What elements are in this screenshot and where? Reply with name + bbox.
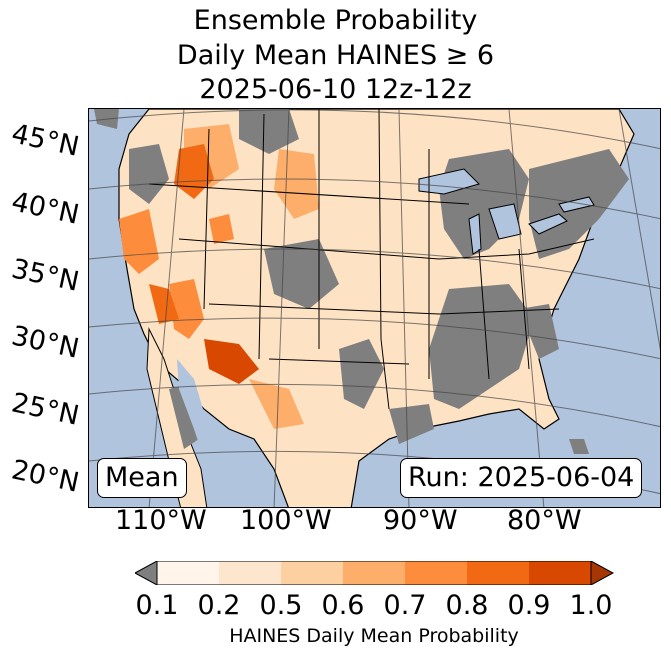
colorbar-tick-2: 0.5 [259, 590, 303, 621]
graticule [89, 109, 660, 507]
map-panel [88, 108, 661, 508]
gulf-of-california [177, 359, 219, 474]
title-line-3: 2025-06-10 12z-12z [199, 74, 472, 105]
lat-label-20n: 20°N [8, 454, 82, 499]
lat-label-25n: 25°N [8, 387, 82, 432]
lon-label-110w: 110°W [115, 505, 207, 536]
state-borders [148, 109, 595, 410]
lon-label-80w: 80°W [507, 505, 582, 536]
colorbar-under-arrow [135, 561, 158, 585]
run-date-label: Run: 2025-06-04 [400, 458, 643, 498]
title-line-2: Daily Mean HAINES ≥ 6 [176, 40, 495, 71]
lat-label-30n: 30°N [8, 320, 82, 365]
lat-label-45n: 45°N [8, 118, 82, 163]
colorbar-tick-5: 0.8 [445, 590, 489, 621]
lon-label-100w: 100°W [240, 505, 332, 536]
colorbar-segment-0 [157, 561, 220, 585]
colorbar-segment-4 [405, 561, 468, 585]
lon-label-90w: 90°W [383, 505, 458, 536]
lat-label-35n: 35°N [8, 253, 82, 298]
colorbar-tick-0: 0.1 [135, 590, 179, 621]
colorbar-segment-1 [219, 561, 282, 585]
title-line-1: Ensemble Probability [193, 5, 478, 36]
colorbar-tick-6: 0.9 [507, 590, 551, 621]
colorbar-tick-1: 0.2 [197, 590, 241, 621]
colorbar-segment-2 [281, 561, 344, 585]
colorbar-segment-3 [343, 561, 406, 585]
colorbar-segment-6 [529, 561, 592, 585]
colorbar-tick-3: 0.6 [321, 590, 365, 621]
mean-label: Mean [97, 458, 187, 498]
lat-label-40n: 40°N [8, 186, 82, 231]
no-data-regions [94, 109, 629, 454]
colorbar-segments [157, 561, 592, 585]
colorbar-over-arrow [590, 561, 615, 585]
map-canvas [89, 109, 660, 507]
colorbar-segment-5 [467, 561, 530, 585]
colorbar-label: HAINES Daily Mean Probability [229, 625, 519, 647]
colorbar-tick-7: 1.0 [569, 590, 613, 621]
colorbar [135, 561, 615, 585]
colorbar-tick-4: 0.7 [383, 590, 427, 621]
